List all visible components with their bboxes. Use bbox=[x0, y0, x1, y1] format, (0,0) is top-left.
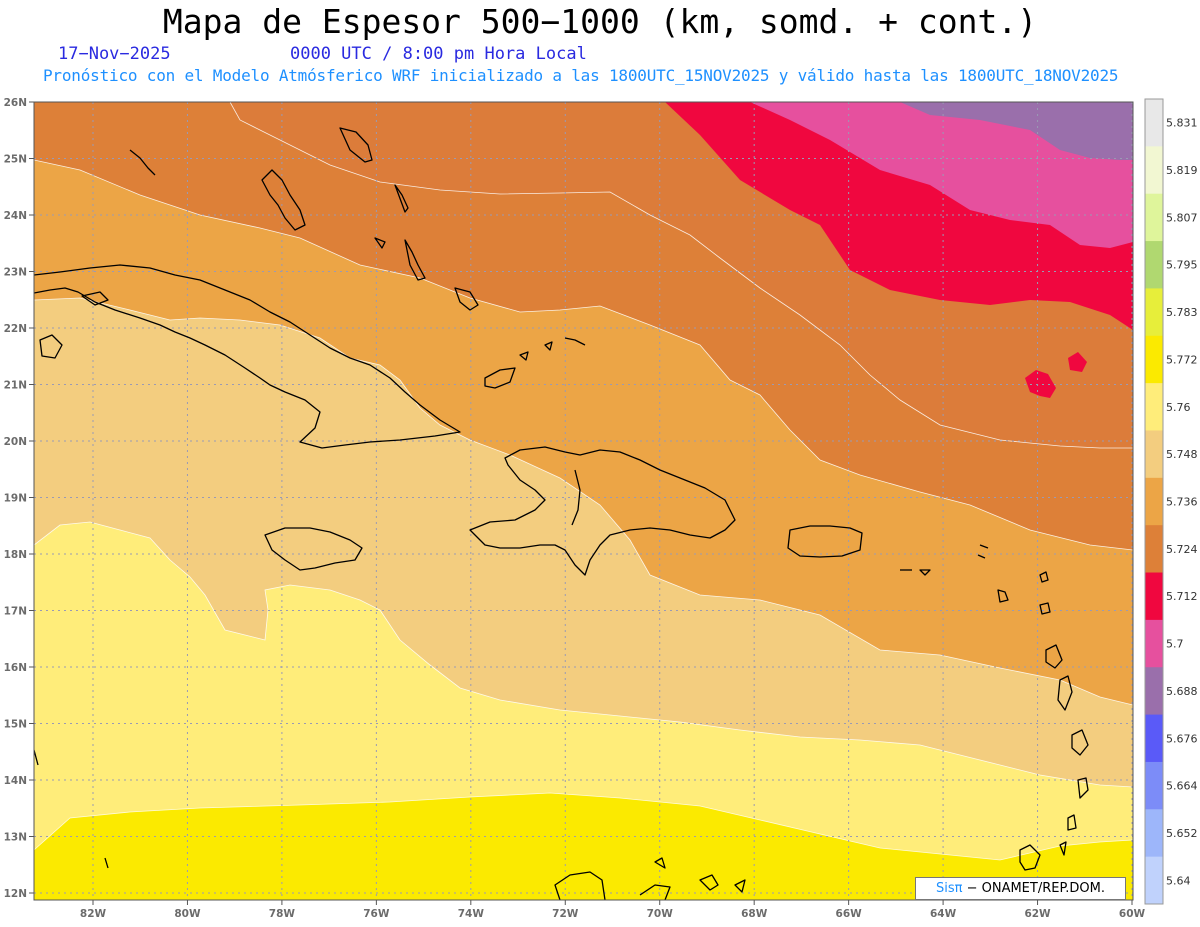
lon-tick-label: 74W bbox=[458, 908, 485, 920]
coastlines bbox=[34, 127, 1089, 900]
colorbar-swatch bbox=[1145, 714, 1163, 763]
lat-tick-label: 15N bbox=[4, 719, 27, 731]
colorbar-swatch bbox=[1145, 193, 1163, 242]
lat-tick-label: 12N bbox=[4, 888, 27, 900]
band-5772-south bbox=[34, 793, 1133, 900]
forecast-date: 17−Nov−2025 bbox=[58, 44, 171, 64]
lon-tick-label: 72W bbox=[552, 908, 579, 920]
lon-tick-label: 70W bbox=[647, 908, 674, 920]
lat-tick-label: 18N bbox=[4, 549, 27, 561]
lat-tick-label: 21N bbox=[4, 380, 27, 392]
lat-tick-label: 16N bbox=[4, 662, 27, 674]
colorbar-label: 5.712 bbox=[1166, 590, 1198, 603]
lon-tick-label: 76W bbox=[363, 908, 390, 920]
band-5700-island bbox=[1025, 370, 1056, 398]
colorbar-label: 5.676 bbox=[1166, 732, 1198, 745]
lat-lon-grid bbox=[34, 102, 1133, 900]
credit-brand: Sisπ bbox=[935, 881, 963, 896]
colorbar-swatch bbox=[1145, 383, 1163, 431]
lon-tick-label: 82W bbox=[80, 908, 107, 920]
forecast-time: 0000 UTC / 8:00 pm Hora Local bbox=[290, 44, 587, 64]
lat-tick-label: 22N bbox=[4, 323, 27, 335]
lat-tick-label: 24N bbox=[4, 210, 27, 222]
colorbar-label: 5.664 bbox=[1166, 780, 1198, 793]
lat-tick-label: 26N bbox=[4, 97, 27, 109]
colorbar-frame bbox=[1144, 98, 1164, 905]
colorbar-swatch bbox=[1145, 572, 1163, 621]
lon-tick-label: 66W bbox=[836, 908, 863, 920]
colorbar-label: 5.831 bbox=[1166, 117, 1198, 130]
colorbar-swatch bbox=[1145, 525, 1163, 574]
colorbar-swatch bbox=[1145, 430, 1163, 479]
colorbar-swatch bbox=[1145, 809, 1163, 858]
colorbar-swatch bbox=[1145, 146, 1163, 195]
colorbar-swatch bbox=[1145, 99, 1163, 147]
colorbar-label: 5.819 bbox=[1166, 164, 1198, 177]
credit-text: − ONAMET/REP.DOM. bbox=[962, 881, 1105, 896]
lon-tick-label: 68W bbox=[741, 908, 768, 920]
lon-tick-label: 60W bbox=[1119, 908, 1146, 920]
colorbar-label: 5.748 bbox=[1166, 448, 1198, 461]
lon-tick-label: 78W bbox=[269, 908, 296, 920]
colorbar-label: 5.795 bbox=[1166, 259, 1198, 272]
colorbar-swatch bbox=[1145, 856, 1163, 905]
lat-tick-label: 23N bbox=[4, 267, 27, 279]
contour-lines bbox=[34, 102, 1133, 788]
colorbar-swatch bbox=[1145, 241, 1163, 289]
colorbar-swatch bbox=[1145, 477, 1163, 526]
colorbar-label: 5.76 bbox=[1166, 401, 1191, 414]
lat-tick-label: 13N bbox=[4, 832, 27, 844]
lat-tick-label: 19N bbox=[4, 493, 27, 505]
colorbar-swatch bbox=[1145, 335, 1163, 384]
colorbar-label: 5.7 bbox=[1166, 638, 1184, 651]
colorbar-label: 5.772 bbox=[1166, 353, 1198, 366]
lat-tick-label: 14N bbox=[4, 775, 27, 787]
lat-tick-label: 20N bbox=[4, 436, 27, 448]
colorbar-label: 5.783 bbox=[1166, 306, 1198, 319]
lon-tick-label: 62W bbox=[1024, 908, 1051, 920]
credit-box: Sisπ − ONAMET/REP.DOM. bbox=[915, 877, 1126, 900]
band-5676 bbox=[900, 102, 1133, 160]
lon-tick-label: 64W bbox=[930, 908, 957, 920]
band-5760-wave bbox=[34, 792, 1133, 861]
colorbar-label: 5.688 bbox=[1166, 685, 1198, 698]
colorbar-swatch bbox=[1145, 288, 1163, 337]
thickness-fill bbox=[34, 102, 1133, 900]
plot-frame bbox=[33, 101, 1134, 901]
colorbar-swatch bbox=[1145, 619, 1163, 668]
colorbar-label: 5.652 bbox=[1166, 827, 1198, 840]
colorbar-swatch bbox=[1145, 761, 1163, 810]
colorbar: 5.831 5.819 5.807 5.795 5.783 5.772 5.76 5.748 5… bbox=[1144, 98, 1198, 905]
longitude-axis: 82W 80W 78W 76W 74W 72W 70W 68W 66W 64W 62W 60W bbox=[80, 900, 1146, 920]
colorbar-swatch bbox=[1145, 667, 1163, 716]
lat-tick-label: 25N bbox=[4, 154, 27, 166]
colorbar-label: 5.736 bbox=[1166, 496, 1198, 509]
latitude-axis: 26N 25N 24N 23N 22N 21N 20N 19N 18N 17N 16N 15N 14N 1… bbox=[4, 97, 34, 900]
colorbar-label: 5.724 bbox=[1166, 543, 1198, 556]
band-5700-island-2 bbox=[1068, 352, 1087, 372]
lon-tick-label: 80W bbox=[174, 908, 201, 920]
map-title: Mapa de Espesor 500−1000 (km, somd. + co… bbox=[162, 2, 1038, 41]
lat-tick-label: 17N bbox=[4, 606, 27, 618]
colorbar-label: 5.64 bbox=[1166, 874, 1191, 887]
forecast-info: Pronóstico con el Modelo Atmósferico WRF… bbox=[43, 66, 1119, 85]
colorbar-label: 5.807 bbox=[1166, 211, 1198, 224]
